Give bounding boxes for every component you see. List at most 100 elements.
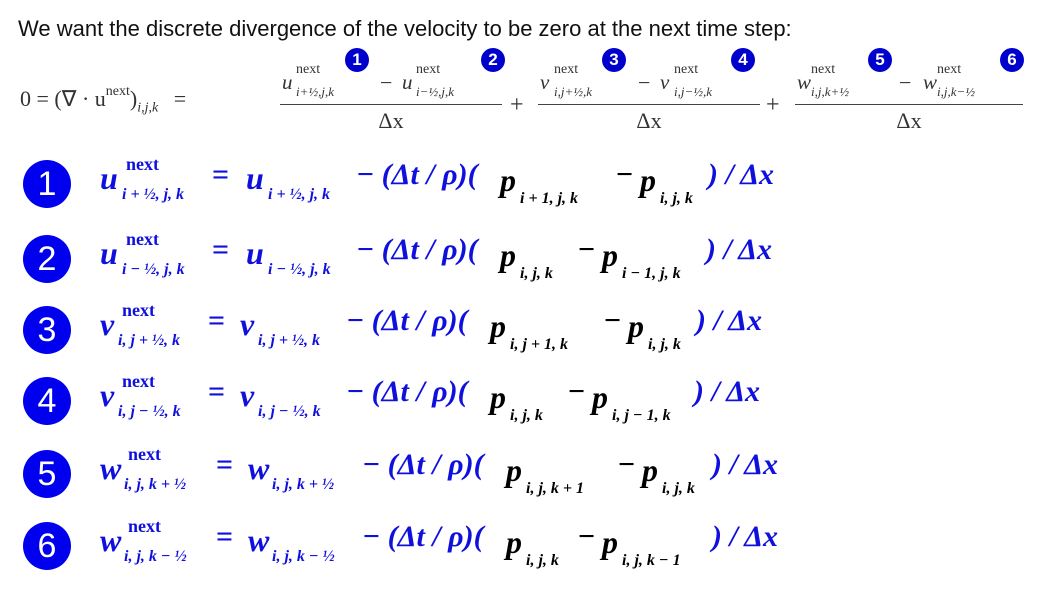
- pressure-sub-1: i, j, k: [510, 407, 543, 424]
- fraction-bar: [538, 104, 760, 105]
- velocity-var: w: [248, 450, 270, 486]
- velocity-var: v: [240, 306, 255, 342]
- pressure-sub-1: i + 1, j, k: [520, 190, 579, 207]
- coefficient: − (Δt / ρ)(: [356, 158, 478, 191]
- badge-2-small: 2: [481, 48, 505, 72]
- pressure-sub-2: i, j, k: [662, 480, 695, 497]
- lhs-sub: i,j,k: [137, 100, 159, 116]
- update-row-1: 1 u next i + ½, j, k = u i + ½, j, k − (…: [0, 150, 1058, 222]
- tail: ) / Δx: [712, 448, 779, 481]
- equals-sign: =: [212, 233, 230, 266]
- badge-3-small: 3: [602, 48, 626, 72]
- pressure-sub-2: i, j, k − 1: [622, 552, 681, 569]
- equals-sign: =: [216, 520, 234, 553]
- velocity-var: w: [100, 450, 122, 486]
- current-sub: i, j + ½, k: [258, 332, 321, 349]
- coefficient: − (Δt / ρ)(: [362, 448, 484, 481]
- pressure-var: p: [500, 162, 516, 198]
- pressure-sub-1: i, j, k: [520, 265, 553, 282]
- fraction-w: w next i,j,k+½ − w next i,j,k−½ Δx: [795, 60, 1023, 140]
- badge-6: 6: [23, 522, 71, 570]
- pressure-var: p: [640, 162, 656, 198]
- current-sub: i − ½, j, k: [268, 261, 331, 278]
- velocity-var: u: [100, 235, 118, 271]
- minus-sign: −: [899, 70, 912, 95]
- minus-sign: −: [568, 375, 586, 408]
- fraction-v: v next i,j+½,k − v next i,j−½,k Δx: [538, 60, 760, 140]
- badge-4: 4: [23, 377, 71, 425]
- badge-5: 5: [23, 450, 71, 498]
- term-v-b: v next i,j−½,k: [660, 62, 713, 99]
- coefficient: − (Δt / ρ)(: [356, 233, 478, 266]
- next-label: next: [122, 371, 155, 391]
- next-sub: i, j − ½, k: [118, 403, 181, 420]
- lhs-next: next: [105, 83, 130, 99]
- next-sub: i, j, k − ½: [124, 548, 187, 565]
- term-w-b: w next i,j,k−½: [923, 62, 976, 99]
- update-row-3: 3 v next i, j + ½, k = v i, j + ½, k − (…: [0, 296, 1058, 368]
- term-v-a: v next i,j+½,k: [540, 62, 593, 99]
- plus-sign: +: [510, 92, 524, 118]
- denominator: Δx: [896, 108, 922, 133]
- pressure-var: p: [602, 237, 618, 273]
- velocity-var: v: [100, 306, 115, 342]
- pressure-var: p: [642, 452, 658, 488]
- pressure-var: p: [500, 237, 516, 273]
- update-row-5: 5 w next i, j, k + ½ = w i, j, k + ½ − (…: [0, 440, 1058, 512]
- next-label: next: [126, 229, 159, 249]
- minus-sign: −: [616, 158, 634, 191]
- badge-5-small: 5: [868, 48, 892, 72]
- minus-sign: −: [578, 233, 596, 266]
- pressure-var: p: [602, 524, 618, 560]
- equals-sign: =: [208, 375, 226, 408]
- pressure-sub-1: i, j, k: [526, 552, 559, 569]
- pressure-sub-2: i − 1, j, k: [622, 265, 681, 282]
- current-sub: i, j, k − ½: [272, 548, 335, 565]
- denominator: Δx: [378, 108, 404, 133]
- next-label: next: [128, 516, 161, 536]
- fraction-bar: [795, 104, 1023, 105]
- next-sub: i + ½, j, k: [122, 186, 185, 203]
- minus-sign: −: [638, 70, 651, 95]
- pressure-sub-1: i, j, k + 1: [526, 480, 585, 497]
- divergence-lhs: 0 = (∇ · unext)i,j,k =: [20, 83, 186, 116]
- current-sub: i + ½, j, k: [268, 186, 331, 203]
- term-u-b: u next i−½,j,k: [402, 62, 455, 99]
- tail: ) / Δx: [694, 375, 761, 408]
- velocity-var: w: [248, 522, 270, 558]
- update-row-6: 6 w next i, j, k − ½ = w i, j, k − ½ − (…: [0, 512, 1058, 584]
- pressure-var: p: [506, 524, 522, 560]
- pressure-var: p: [592, 379, 608, 415]
- lhs-close: ): [129, 86, 138, 111]
- tail: ) / Δx: [696, 304, 763, 337]
- intro-text: We want the discrete divergence of the v…: [18, 16, 792, 41]
- badge-1: 1: [23, 160, 71, 208]
- velocity-var: v: [100, 377, 115, 413]
- next-label: next: [126, 154, 159, 174]
- pressure-sub-2: i, j, k: [648, 336, 681, 353]
- pressure-sub-2: i, j − 1, k: [612, 407, 671, 424]
- current-sub: i, j − ½, k: [258, 403, 321, 420]
- tail: ) / Δx: [706, 233, 773, 266]
- velocity-var: v: [240, 377, 255, 413]
- update-row-2: 2 u next i − ½, j, k = u i − ½, j, k − (…: [0, 225, 1058, 297]
- coefficient: − (Δt / ρ)(: [346, 375, 468, 408]
- term-u-a: u next i+½,j,k: [282, 62, 335, 99]
- pressure-var: p: [628, 308, 644, 344]
- equals-sign: =: [208, 304, 226, 337]
- velocity-var: u: [100, 160, 118, 196]
- pressure-var: p: [490, 379, 506, 415]
- velocity-var: w: [100, 522, 122, 558]
- next-sub: i, j + ½, k: [118, 332, 181, 349]
- equals-sign: =: [216, 448, 234, 481]
- pressure-sub-1: i, j + 1, k: [510, 336, 569, 353]
- term-w-a: w next i,j,k+½: [797, 62, 850, 99]
- current-sub: i, j, k + ½: [272, 476, 335, 493]
- coefficient: − (Δt / ρ)(: [362, 520, 484, 553]
- minus-sign: −: [618, 448, 636, 481]
- lhs-open: 0 = (∇ · u: [20, 86, 106, 111]
- tail: ) / Δx: [708, 158, 775, 191]
- fraction-u: u next i+½,j,k − u next i−½,j,k Δx: [280, 60, 502, 140]
- tail: ) / Δx: [712, 520, 779, 553]
- minus-sign: −: [380, 70, 393, 95]
